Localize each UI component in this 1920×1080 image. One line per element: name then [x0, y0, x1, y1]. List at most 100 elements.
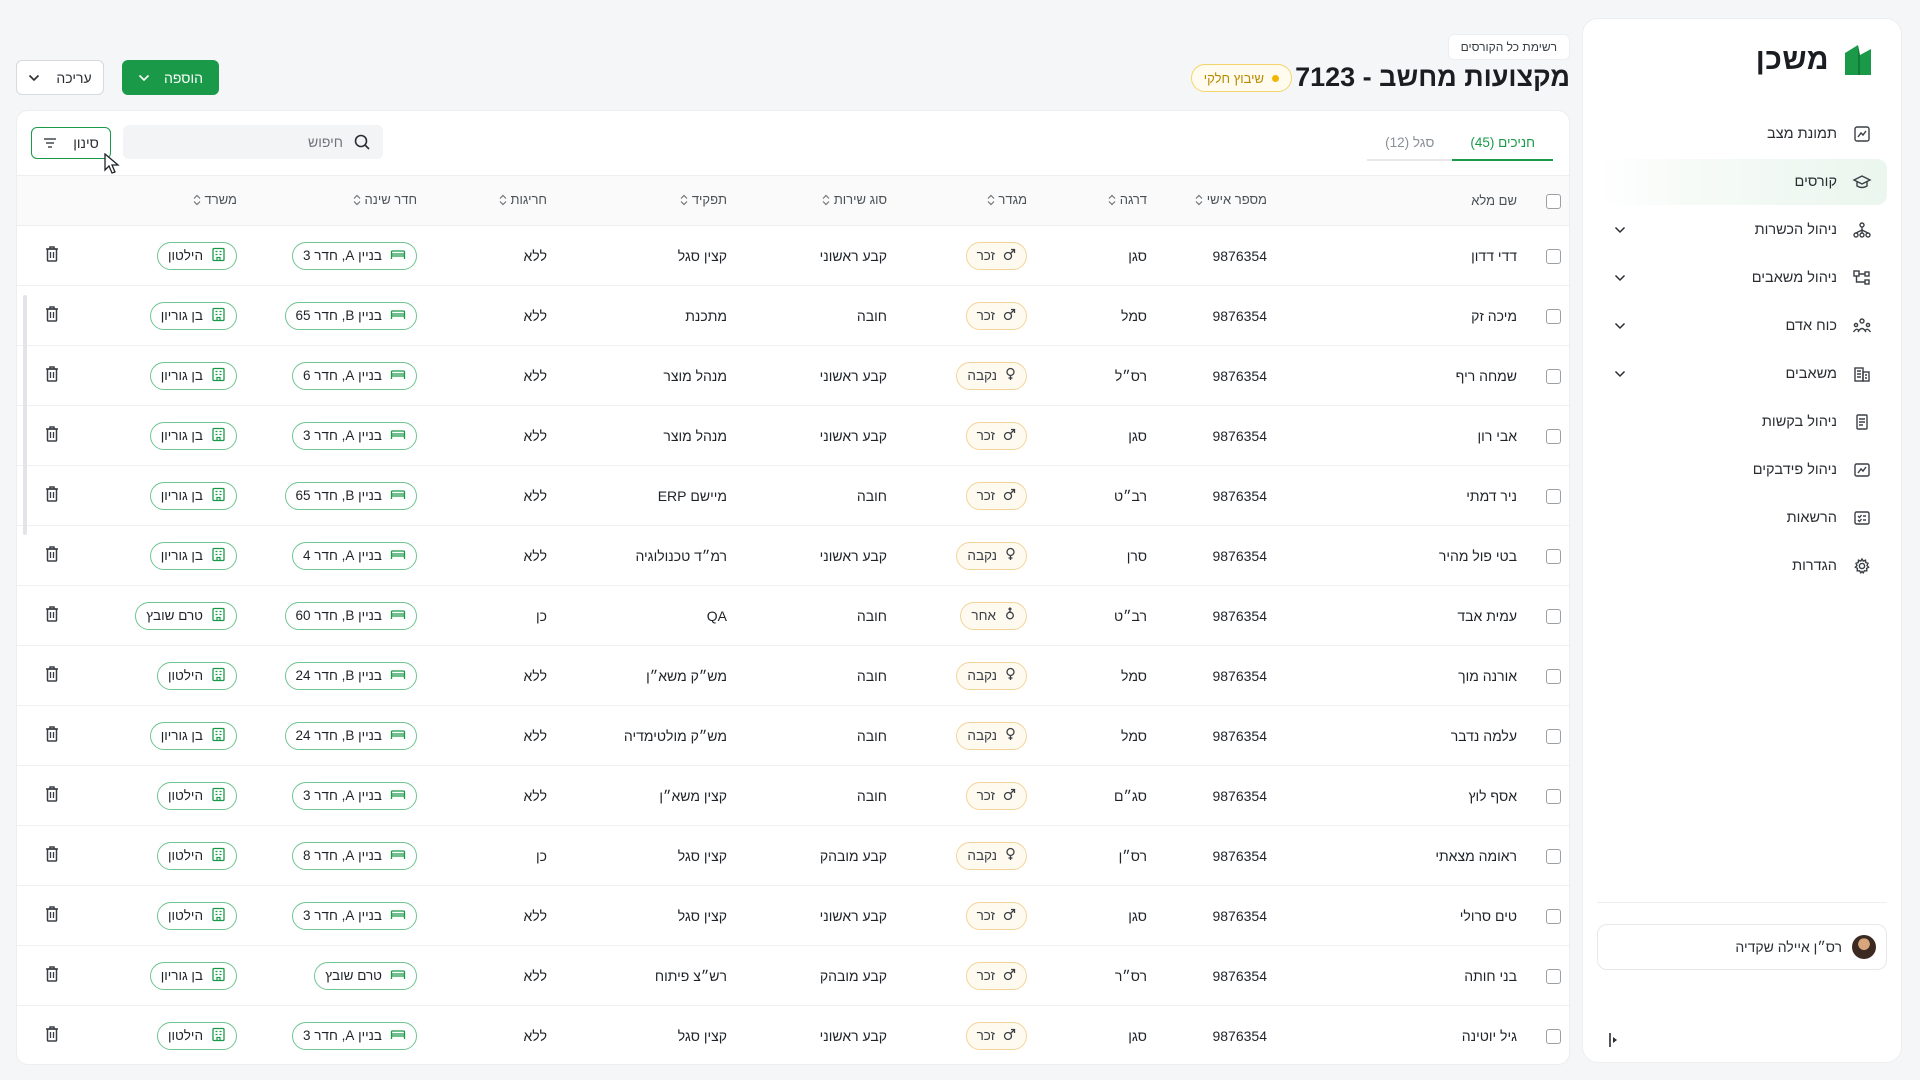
column-header[interactable]: חדר שינה [247, 176, 427, 226]
office-badge[interactable]: הילטון [156, 781, 237, 810]
table-row[interactable]: עלמה נדבר 9876354 סמל נקבה חובה מש״ק מול… [17, 706, 1569, 766]
trash-icon[interactable] [43, 1025, 61, 1043]
trash-icon[interactable] [43, 845, 61, 863]
table-row[interactable]: ניר דמתי 9876354 רב״ט זכר חובה מיישם ERP… [17, 466, 1569, 526]
table-row[interactable]: טים סרולי 9876354 סגן זכר קבע ראשוני קצי… [17, 886, 1569, 946]
user-profile[interactable]: רס״ן איילה שקדיה [1597, 924, 1887, 970]
row-checkbox[interactable] [1546, 608, 1561, 624]
room-badge[interactable]: טרם שובץ [314, 961, 417, 990]
sort-icon[interactable] [499, 194, 507, 209]
column-header[interactable]: שם מלא [1277, 176, 1527, 226]
sidebar-item-building[interactable]: משאבים [1597, 351, 1887, 397]
room-badge[interactable]: בניין A, חדר 3 [292, 1021, 417, 1050]
sidebar-item-hierarchy[interactable]: ניהול הכשרות [1597, 207, 1887, 253]
office-badge[interactable]: בן גוריון [149, 421, 237, 450]
trash-icon[interactable] [43, 245, 61, 263]
room-badge[interactable]: בניין B, חדר 24 [284, 721, 417, 750]
trash-icon[interactable] [43, 605, 61, 623]
row-checkbox[interactable] [1546, 908, 1561, 924]
chevron-down-icon[interactable] [1613, 271, 1627, 285]
add-button[interactable]: הוספה [122, 60, 219, 95]
collapse-sidebar-icon[interactable] [1607, 1031, 1621, 1049]
room-badge[interactable]: בניין B, חדר 65 [284, 301, 417, 330]
office-badge[interactable]: בן גוריון [149, 961, 237, 990]
sort-icon[interactable] [822, 194, 830, 209]
edit-button[interactable]: עריכה [16, 60, 104, 95]
row-checkbox[interactable] [1546, 548, 1561, 564]
sidebar-item-gear[interactable]: הגדרות [1597, 543, 1887, 589]
table-row[interactable]: אסף לוץ 9876354 סג״ם זכר חובה קצין משא״ן… [17, 766, 1569, 826]
logo[interactable]: משכן [1756, 43, 1875, 77]
trash-icon[interactable] [43, 785, 61, 803]
office-badge[interactable]: בן גוריון [149, 301, 237, 330]
room-badge[interactable]: בניין A, חדר 4 [292, 541, 417, 570]
chevron-down-icon[interactable] [1613, 367, 1627, 381]
row-checkbox[interactable] [1546, 668, 1561, 684]
room-badge[interactable]: בניין A, חדר 3 [292, 781, 417, 810]
sidebar-item-checklist[interactable]: הרשאות [1597, 495, 1887, 541]
table-row[interactable]: גיל יוטינה 9876354 סגן זכר קבע ראשוני קצ… [17, 1006, 1569, 1065]
office-badge[interactable]: בן גוריון [149, 361, 237, 390]
trash-icon[interactable] [43, 725, 61, 743]
room-badge[interactable]: בניין A, חדר 6 [292, 361, 417, 390]
room-badge[interactable]: בניין A, חדר 8 [292, 841, 417, 870]
row-checkbox[interactable] [1546, 428, 1561, 444]
table-row[interactable]: ראומה מצאתי 9876354 רס״ן נקבה קבע מובהק … [17, 826, 1569, 886]
sidebar-item-graduation-cap[interactable]: קורסים [1597, 159, 1887, 205]
sort-icon[interactable] [987, 194, 995, 209]
row-checkbox[interactable] [1546, 728, 1561, 744]
sidebar-item-document[interactable]: ניהול בקשות [1597, 399, 1887, 445]
sort-icon[interactable] [193, 194, 201, 209]
row-checkbox[interactable] [1546, 1028, 1561, 1044]
row-checkbox[interactable] [1546, 368, 1561, 384]
trash-icon[interactable] [43, 665, 61, 683]
chevron-down-icon[interactable] [1613, 319, 1627, 333]
office-badge[interactable]: בן גוריון [149, 481, 237, 510]
row-checkbox[interactable] [1546, 968, 1561, 984]
row-checkbox[interactable] [1546, 248, 1561, 264]
column-header[interactable]: חריגות [427, 176, 557, 226]
column-header[interactable]: תפקיד [557, 176, 737, 226]
room-badge[interactable]: בניין B, חדר 65 [284, 481, 417, 510]
table-row[interactable]: מיכה זק 9876354 סמל זכר חובה מתכנת ללא ב… [17, 286, 1569, 346]
row-checkbox[interactable] [1546, 788, 1561, 804]
filter-button[interactable]: סינון [31, 127, 111, 159]
table-row[interactable]: בטי פול מהיר 9876354 סרן נקבה קבע ראשוני… [17, 526, 1569, 586]
trash-icon[interactable] [43, 365, 61, 383]
office-badge[interactable]: הילטון [156, 1021, 237, 1050]
trash-icon[interactable] [43, 485, 61, 503]
room-badge[interactable]: בניין A, חדר 3 [292, 421, 417, 450]
tab-staff[interactable]: סגל (12) [1367, 125, 1453, 161]
table-row[interactable]: אורנה מוך 9876354 סמל נקבה חובה מש״ק משא… [17, 646, 1569, 706]
select-all-checkbox[interactable] [1546, 193, 1561, 209]
trash-icon[interactable] [43, 905, 61, 923]
room-badge[interactable]: בניין B, חדר 24 [284, 661, 417, 690]
office-badge[interactable]: הילטון [156, 241, 237, 270]
office-badge[interactable]: הילטון [156, 841, 237, 870]
table-row[interactable]: בני חותה 9876354 רס״ר זכר קבע מובהק רש״צ… [17, 946, 1569, 1006]
table-row[interactable]: אבי רון 9876354 סגן זכר קבע ראשוני מנהל … [17, 406, 1569, 466]
table-row[interactable]: דדי דדון 9876354 סגן זכר קבע ראשוני קצין… [17, 226, 1569, 286]
chevron-down-icon[interactable] [1613, 223, 1627, 237]
search-input[interactable] [163, 134, 343, 150]
room-badge[interactable]: בניין B, חדר 60 [284, 601, 417, 630]
sort-icon[interactable] [680, 194, 688, 209]
scrollbar[interactable] [23, 295, 27, 535]
sort-icon[interactable] [353, 194, 361, 209]
sort-icon[interactable] [1195, 194, 1203, 209]
office-badge[interactable]: בן גוריון [149, 721, 237, 750]
column-header[interactable]: דרגה [1037, 176, 1157, 226]
trash-icon[interactable] [43, 425, 61, 443]
room-badge[interactable]: בניין A, חדר 3 [292, 241, 417, 270]
sidebar-item-people[interactable]: כוח אדם [1597, 303, 1887, 349]
column-header[interactable]: משרד [87, 176, 247, 226]
sidebar-item-chart[interactable]: תמונת מצב [1597, 111, 1887, 157]
sidebar-item-feedback[interactable]: ניהול פידבקים [1597, 447, 1887, 493]
row-checkbox[interactable] [1546, 488, 1561, 504]
table-row[interactable]: שמחה ריף 9876354 רס״ל נקבה קבע ראשוני מנ… [17, 346, 1569, 406]
column-header[interactable]: סוג שירות [737, 176, 897, 226]
tab-trainees[interactable]: חניכים (45) [1452, 125, 1553, 161]
trash-icon[interactable] [43, 965, 61, 983]
column-header[interactable]: מספר אישי [1157, 176, 1277, 226]
office-badge[interactable]: הילטון [156, 661, 237, 690]
